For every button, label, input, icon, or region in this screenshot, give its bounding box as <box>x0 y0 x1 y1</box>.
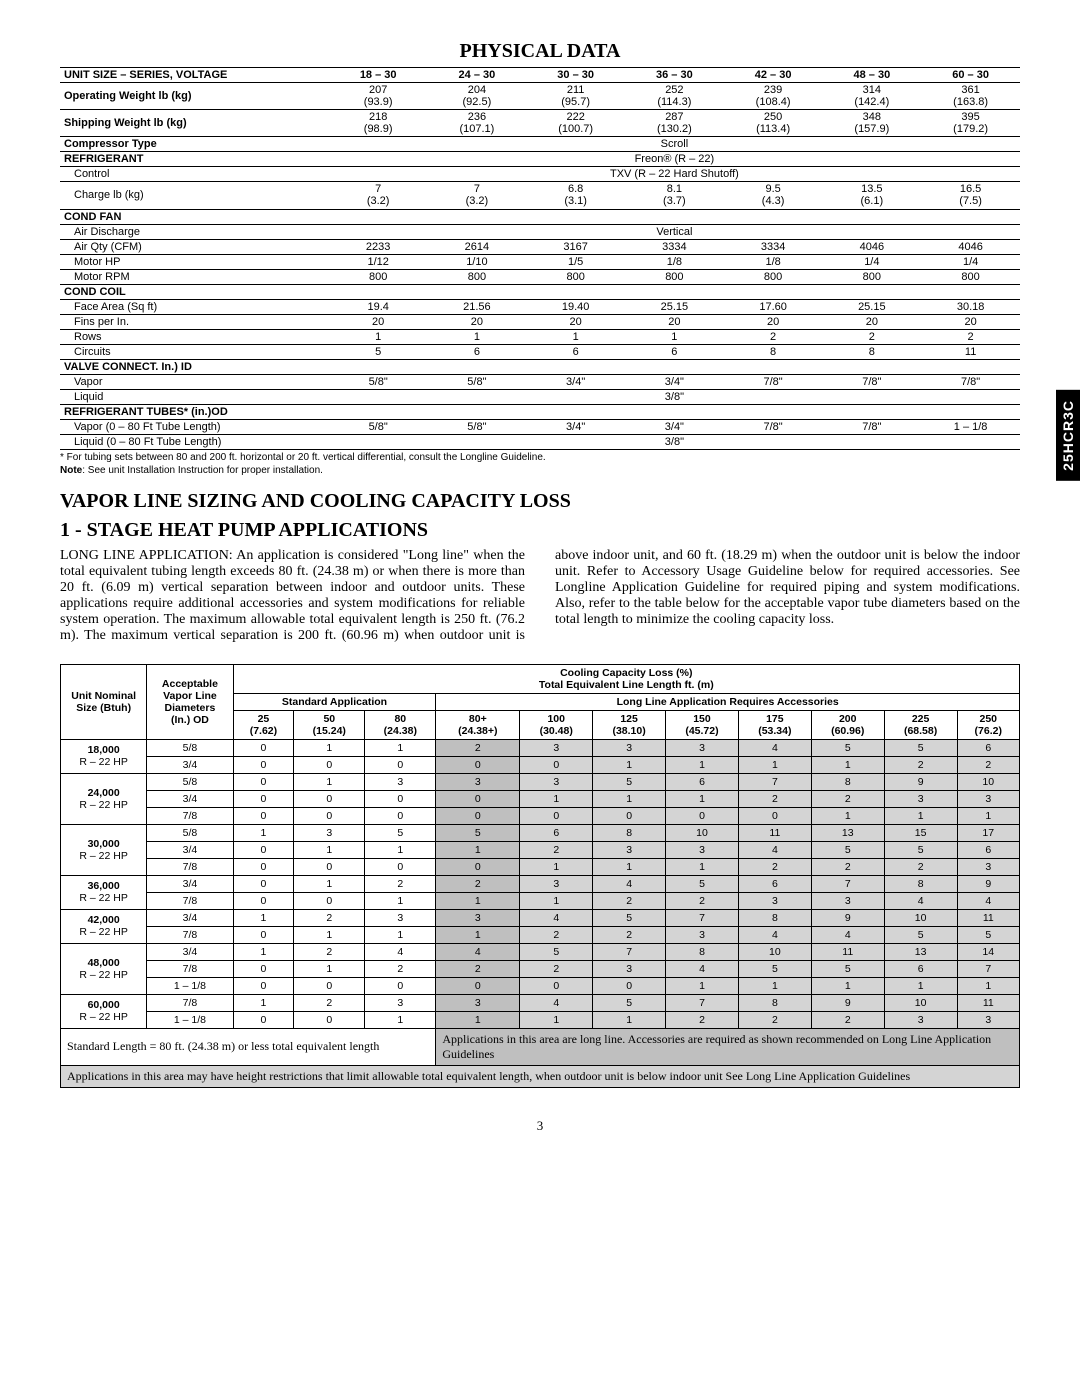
capacity-loss-table: Unit NominalSize (Btuh)AcceptableVapor L… <box>60 664 1020 1088</box>
section2-title1: VAPOR LINE SIZING AND COOLING CAPACITY L… <box>60 490 1020 513</box>
physical-data-table: UNIT SIZE – SERIES, VOLTAGE18 – 3024 – 3… <box>60 67 1020 450</box>
physical-data-title: PHYSICAL DATA <box>60 40 1020 63</box>
section2-title2: 1 - STAGE HEAT PUMP APPLICATIONS <box>60 519 1020 542</box>
side-tab: 25HCR3C <box>1056 390 1080 481</box>
page-number: 3 <box>60 1118 1020 1134</box>
footnote-note: Note: See unit Installation Instruction … <box>60 465 1020 476</box>
footnote-star: * For tubing sets between 80 and 200 ft.… <box>60 452 1020 463</box>
section2-para: LONG LINE APPLICATION: An application is… <box>60 548 1020 644</box>
